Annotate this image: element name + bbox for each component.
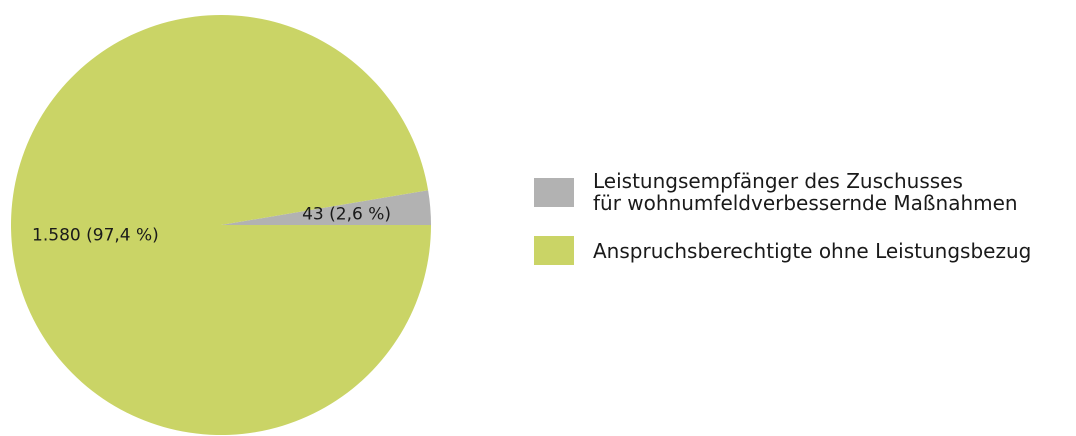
data-label: 1.580 (97,4 %): [32, 225, 159, 245]
pie-slice: [11, 14, 431, 435]
legend-item: Leistungsempfänger des Zuschusses für wo…: [534, 170, 1031, 214]
pie-slice: [221, 190, 431, 225]
legend-swatch: [534, 236, 574, 265]
legend: Leistungsempfänger des Zuschusses für wo…: [534, 170, 1031, 287]
legend-label: Anspruchsberechtigte ohne Leistungsbezug: [593, 238, 1032, 263]
data-label: 43 (2,6 %): [302, 205, 391, 225]
legend-label: Leistungsempfänger des Zuschusses für wo…: [593, 169, 1018, 215]
legend-swatch: [534, 177, 574, 207]
legend-item: Anspruchsberechtigte ohne Leistungsbezug: [534, 236, 1031, 265]
